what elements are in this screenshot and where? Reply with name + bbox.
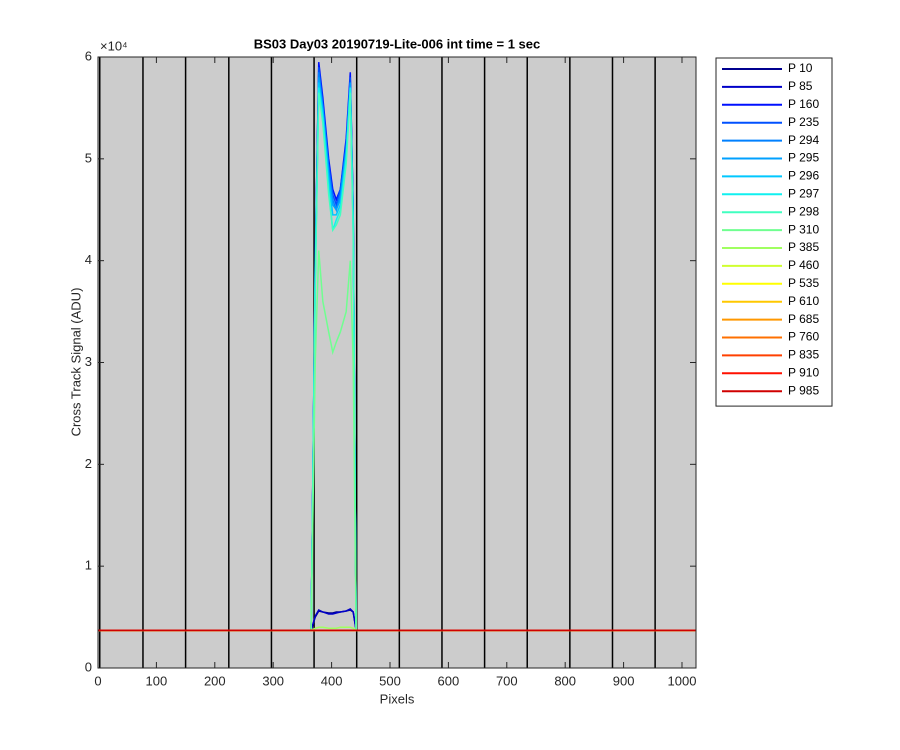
x-tick-label: 400 bbox=[321, 673, 343, 688]
x-tick-label: 0 bbox=[94, 673, 101, 688]
legend-label: P 835 bbox=[788, 348, 819, 362]
x-tick-label: 800 bbox=[554, 673, 576, 688]
x-tick-label: 900 bbox=[613, 673, 635, 688]
x-tick-label: 200 bbox=[204, 673, 226, 688]
legend-label: P 460 bbox=[788, 258, 819, 272]
series-line bbox=[98, 626, 696, 632]
y-exponent: ×10⁴ bbox=[100, 38, 128, 53]
legend-label: P 535 bbox=[788, 276, 819, 290]
legend-label: P 297 bbox=[788, 186, 819, 200]
x-tick-label: 500 bbox=[379, 673, 401, 688]
legend-label: P 296 bbox=[788, 169, 819, 183]
x-tick-label: 300 bbox=[262, 673, 284, 688]
legend-label: P 760 bbox=[788, 330, 819, 344]
chart-title: BS03 Day03 20190719-Lite-006 int time = … bbox=[254, 36, 541, 51]
legend-label: P 10 bbox=[788, 61, 813, 75]
legend-label: P 685 bbox=[788, 312, 819, 326]
y-tick-label: 5 bbox=[85, 150, 92, 165]
x-tick-label: 1000 bbox=[668, 673, 697, 688]
legend-label: P 235 bbox=[788, 115, 819, 129]
y-tick-label: 2 bbox=[85, 456, 92, 471]
y-tick-label: 6 bbox=[85, 48, 92, 63]
series-line bbox=[98, 92, 696, 632]
y-axis-label: Cross Track Signal (ADU) bbox=[68, 288, 83, 437]
x-tick-label: 700 bbox=[496, 673, 518, 688]
x-tick-label: 600 bbox=[438, 673, 460, 688]
legend-label: P 985 bbox=[788, 383, 819, 397]
y-tick-label: 3 bbox=[85, 354, 92, 369]
legend-label: P 298 bbox=[788, 204, 819, 218]
y-tick-label: 0 bbox=[85, 659, 92, 674]
legend-label: P 295 bbox=[788, 151, 819, 165]
legend-label: P 385 bbox=[788, 240, 819, 254]
y-tick-label: 4 bbox=[85, 252, 92, 267]
x-axis-label: Pixels bbox=[380, 691, 415, 706]
y-tick-label: 1 bbox=[85, 558, 92, 573]
legend-box bbox=[715, 57, 833, 407]
legend-label: P 310 bbox=[788, 222, 819, 236]
plot-area bbox=[98, 57, 696, 668]
legend-label: P 85 bbox=[788, 79, 813, 93]
legend-label: P 610 bbox=[788, 294, 819, 308]
legend-label: P 294 bbox=[788, 133, 819, 147]
series-line bbox=[98, 250, 696, 632]
legend-label: P 910 bbox=[788, 365, 819, 379]
legend-label: P 160 bbox=[788, 97, 819, 111]
series-line bbox=[98, 608, 696, 632]
x-tick-label: 100 bbox=[146, 673, 168, 688]
